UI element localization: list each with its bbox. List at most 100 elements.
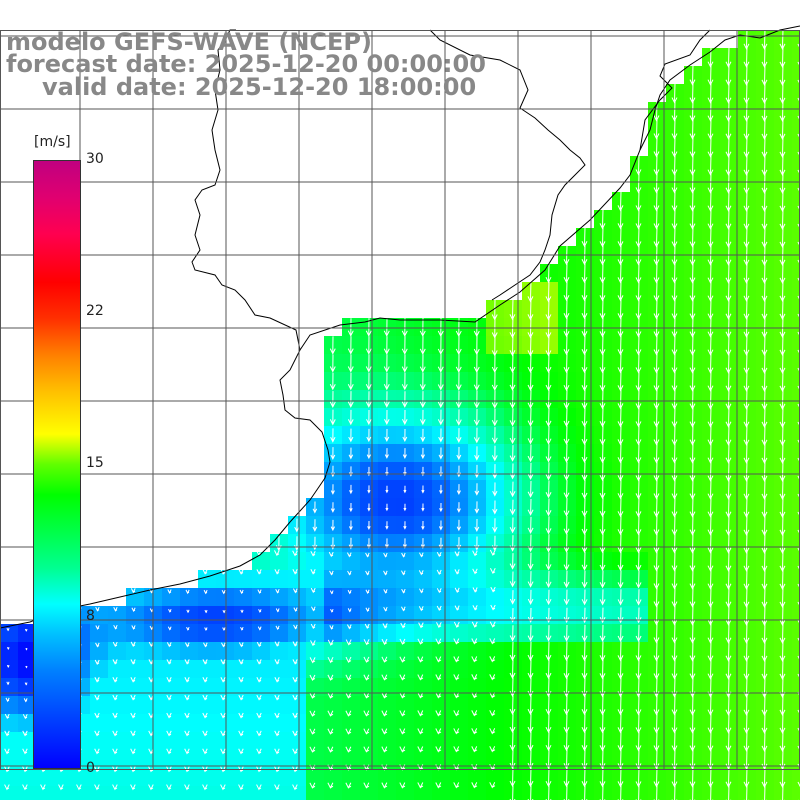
wind-vector — [366, 409, 372, 426]
wind-vector — [274, 766, 280, 773]
wind-vector — [545, 407, 552, 427]
wind-vector — [113, 607, 118, 612]
wind-vector — [112, 677, 118, 683]
wind-vector — [330, 428, 336, 443]
wind-cell — [306, 786, 324, 800]
wind-cell — [270, 714, 288, 732]
wind-vector — [345, 746, 352, 753]
wind-vector — [421, 503, 425, 512]
wind-vector — [327, 674, 334, 682]
wind-vector — [402, 448, 407, 459]
wind-cell — [126, 624, 144, 642]
wind-cell — [54, 768, 72, 786]
wind-vector — [797, 709, 800, 716]
wind-vector — [221, 589, 226, 595]
wind-cell — [90, 678, 108, 696]
wind-vector — [328, 551, 334, 558]
colorbar-tick-0: 0 — [86, 760, 95, 776]
wind-vector — [453, 638, 460, 645]
wind-cell — [216, 696, 234, 714]
wind-vector — [311, 606, 316, 612]
wind-vector — [345, 656, 352, 664]
wind-vector — [166, 730, 172, 737]
wind-vector — [312, 519, 318, 532]
wind-vector — [347, 409, 354, 426]
wind-vector — [453, 710, 460, 717]
wind-cell — [198, 678, 216, 696]
wind-vector — [274, 659, 280, 665]
wind-vector — [419, 372, 426, 391]
wind-cell — [378, 678, 396, 696]
wind-vector — [202, 730, 208, 737]
wind-vector — [274, 550, 280, 557]
wind-vector — [509, 334, 516, 357]
wind-vector — [421, 521, 425, 531]
wind-vector — [364, 623, 370, 630]
wind-vector — [238, 766, 244, 773]
wind-cell — [180, 714, 198, 732]
wind-vector — [471, 656, 478, 663]
wind-cell — [414, 624, 432, 642]
wind-vector — [256, 694, 262, 701]
wind-cell — [792, 534, 800, 552]
wind-vector — [435, 674, 442, 681]
wind-vector — [401, 391, 408, 408]
wind-vector — [95, 606, 100, 612]
wind-vector — [653, 785, 660, 800]
wind-cell — [288, 750, 306, 768]
wind-cell — [216, 786, 234, 800]
wind-cell — [342, 642, 360, 660]
wind-vector — [797, 259, 800, 266]
wind-vector — [399, 674, 406, 681]
wind-cell — [396, 570, 414, 588]
wind-cell — [234, 606, 252, 624]
wind-vector — [347, 318, 354, 337]
wind-cell — [792, 588, 800, 606]
wind-vector — [184, 712, 190, 719]
wind-vector — [563, 570, 570, 589]
wind-vector — [797, 79, 800, 86]
wind-vector — [112, 712, 118, 719]
wind-vector — [435, 710, 442, 717]
wind-vector — [417, 674, 424, 681]
wind-vector — [417, 656, 424, 663]
wind-vector — [797, 655, 800, 662]
wind-vector — [365, 552, 370, 558]
wind-vector — [130, 659, 136, 665]
wind-cell — [360, 786, 378, 800]
wind-cell — [90, 786, 108, 800]
wind-cell — [180, 606, 198, 624]
wind-cell — [468, 660, 486, 678]
wind-vector — [401, 372, 408, 391]
wind-vector — [148, 784, 154, 791]
wind-cell — [18, 750, 36, 768]
wind-vector — [349, 502, 353, 513]
wind-vector — [401, 588, 406, 594]
wind-vector — [489, 710, 496, 717]
wind-cell — [270, 678, 288, 696]
wind-vector — [635, 589, 642, 606]
wind-vector — [402, 409, 408, 426]
wind-cell — [126, 642, 144, 660]
wind-vector — [509, 390, 516, 409]
wind-cell — [360, 642, 378, 660]
wind-vector — [563, 589, 570, 606]
wind-cell — [18, 624, 36, 642]
wind-vector — [797, 187, 800, 194]
wind-vector — [274, 730, 280, 737]
wind-vector — [22, 714, 28, 720]
wind-cell — [252, 642, 270, 660]
wind-cell — [792, 498, 800, 516]
wind-cell — [0, 642, 18, 660]
wind-vector — [453, 674, 460, 681]
wind-cell — [126, 786, 144, 800]
wind-vector — [24, 628, 28, 632]
wind-cell — [0, 660, 18, 678]
wind-cell — [342, 570, 360, 588]
wind-vector — [545, 570, 552, 588]
wind-vector — [330, 608, 334, 613]
wind-vector — [112, 694, 118, 701]
wind-vector — [202, 748, 208, 755]
wind-vector — [367, 485, 371, 494]
wind-vector — [545, 552, 552, 571]
